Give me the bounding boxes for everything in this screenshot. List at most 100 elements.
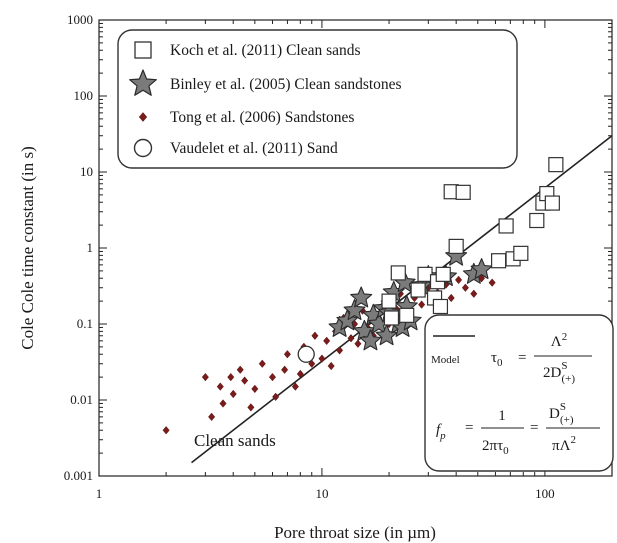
diamond-point xyxy=(311,331,319,340)
open-square-point xyxy=(498,218,514,234)
open-square-point xyxy=(529,212,545,229)
legend-star-marker xyxy=(129,69,157,96)
diamond-point xyxy=(247,403,255,412)
legend: Koch et al. (2011) Clean sands Binley et … xyxy=(117,29,518,169)
diamond-point xyxy=(251,384,259,394)
fp-numerator-2: DS (+) xyxy=(549,401,574,426)
legend-square-marker xyxy=(134,41,152,59)
open-square-point xyxy=(548,157,564,173)
fp-denominator-2: πΛ2 xyxy=(552,434,576,454)
data-points xyxy=(162,157,564,435)
y-tick-label: 0.1 xyxy=(77,316,93,331)
tau-denominator: 2DS (+) xyxy=(543,360,575,385)
open-square-point xyxy=(383,310,400,326)
fp-denominator-1: 2πτ0 xyxy=(482,438,509,457)
legend-circle-marker xyxy=(133,138,153,158)
diamond-point xyxy=(308,359,316,368)
axis-tick-labels: 1 10 100 0.001 0.01 0.1 1 10 100 1000 xyxy=(64,12,555,501)
diamond-point xyxy=(354,339,362,348)
diamond-point xyxy=(227,372,235,382)
tau-numerator: Λ2 xyxy=(551,331,567,350)
y-tick-label: 100 xyxy=(74,88,94,103)
y-tick-label: 10 xyxy=(80,164,93,179)
open-square-point xyxy=(491,253,507,269)
open-square-point xyxy=(381,293,397,309)
y-tick-label: 0.001 xyxy=(64,468,93,483)
diamond-point xyxy=(268,372,277,382)
diamond-point xyxy=(162,426,170,435)
x-tick-label: 10 xyxy=(315,486,328,501)
fp-numerator-1: 1 xyxy=(498,408,506,424)
diamond-point xyxy=(219,399,227,408)
star-point xyxy=(343,299,366,321)
diamond-point xyxy=(281,365,289,374)
diamond-point xyxy=(216,382,224,391)
legend-label: Vaudelet et al. (2011) Sand xyxy=(170,140,338,157)
fp-equals-2: = xyxy=(530,420,538,436)
fp-symbol: fp xyxy=(436,422,446,442)
diamond-point xyxy=(272,392,280,402)
open-square-point xyxy=(513,245,529,261)
series-open-circle xyxy=(297,345,315,363)
diamond-point xyxy=(347,334,355,343)
legend-label: Koch et al. (2011) Clean sands xyxy=(170,42,361,59)
open-square-point xyxy=(455,184,471,200)
diamond-point xyxy=(455,275,463,285)
open-square-point xyxy=(399,307,415,323)
legend-label: Tong et al. (2006) Sandstones xyxy=(170,109,354,126)
y-axis-label: Cole Cole time constant (in s) xyxy=(18,146,37,350)
diamond-point xyxy=(201,372,209,382)
tau-equals: = xyxy=(518,350,526,366)
open-square-point xyxy=(390,265,406,281)
x-tick-label: 100 xyxy=(535,486,555,501)
y-tick-label: 0.01 xyxy=(70,392,93,407)
series-open-square xyxy=(381,157,564,326)
diamond-point xyxy=(318,354,326,363)
clean-sands-annotation: Clean sands xyxy=(194,431,276,450)
open-square-point xyxy=(410,282,426,298)
open-square-point xyxy=(417,266,433,282)
diamond-point xyxy=(258,359,266,368)
open-square-point xyxy=(544,195,560,211)
diamond-point xyxy=(296,369,304,379)
model-label: Model xyxy=(431,354,460,366)
diamond-point xyxy=(241,376,249,385)
diamond-point xyxy=(336,346,344,355)
y-tick-label: 1 xyxy=(87,240,94,255)
star-point xyxy=(350,286,373,308)
star-point xyxy=(445,244,468,266)
open-square-point xyxy=(435,266,451,282)
legend-box xyxy=(117,29,518,169)
open-square-point xyxy=(432,298,449,315)
diamond-point xyxy=(418,300,426,309)
diamond-point xyxy=(488,278,496,287)
diamond-point xyxy=(327,361,335,371)
diamond-point xyxy=(470,289,478,298)
open-square-point xyxy=(448,238,464,254)
diamond-point xyxy=(208,412,216,422)
series-star xyxy=(328,244,493,351)
diamond-point xyxy=(291,382,299,391)
star-point xyxy=(336,309,359,331)
legend-entries: Koch et al. (2011) Clean sands Binley et … xyxy=(129,41,402,158)
star-point xyxy=(359,329,382,351)
tau-symbol: τ0 xyxy=(491,350,503,369)
open-circle-point xyxy=(297,345,315,363)
legend-label: Binley et al. (2005) Clean sandstones xyxy=(170,76,402,93)
diamond-point xyxy=(447,293,455,303)
legend-diamond-marker xyxy=(138,112,148,122)
star-point xyxy=(470,258,493,280)
x-tick-label: 1 xyxy=(96,486,103,501)
diamond-point xyxy=(229,389,237,399)
x-axis-label: Pore throat size (in µm) xyxy=(274,523,436,542)
diamond-point xyxy=(461,283,469,292)
star-point xyxy=(375,324,398,346)
diamond-point xyxy=(283,350,291,359)
y-tick-label: 1000 xyxy=(67,12,93,27)
diamond-point xyxy=(236,365,244,374)
equation-box: Model τ0 = Λ2 2DS (+) fp = 1 2πτ0 = DS (+)… xyxy=(424,314,614,472)
diamond-point xyxy=(323,336,331,346)
equation-box-frame xyxy=(424,314,614,472)
fp-equals-1: = xyxy=(465,420,473,436)
